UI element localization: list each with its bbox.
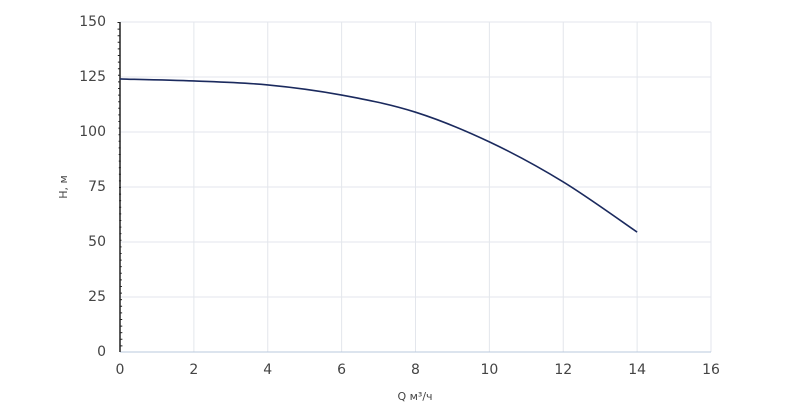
y-tick-label: 0 bbox=[97, 344, 106, 360]
x-tick-label: 4 bbox=[263, 362, 272, 378]
x-tick-label: 16 bbox=[702, 362, 720, 378]
y-tick-label: 125 bbox=[79, 69, 106, 85]
x-tick-label: 6 bbox=[337, 362, 346, 378]
y-tick-label: 150 bbox=[79, 14, 106, 30]
x-tick-label: 0 bbox=[116, 362, 125, 378]
y-axis-title: H, м bbox=[57, 175, 70, 199]
x-tick-label: 10 bbox=[480, 362, 498, 378]
y-tick-label: 75 bbox=[88, 179, 106, 195]
x-tick-label: 12 bbox=[554, 362, 572, 378]
line bbox=[119, 78, 638, 233]
y-tick-label: 100 bbox=[79, 124, 106, 140]
x-axis-title: Q м³/ч bbox=[397, 390, 432, 403]
x-tick-label: 2 bbox=[189, 362, 198, 378]
y-tick-label: 50 bbox=[88, 234, 106, 250]
y-axis-minor bbox=[117, 21, 123, 353]
x-tick-label: 14 bbox=[628, 362, 646, 378]
y-tick-label: 25 bbox=[88, 289, 106, 305]
x-tick-label: 8 bbox=[411, 362, 420, 378]
